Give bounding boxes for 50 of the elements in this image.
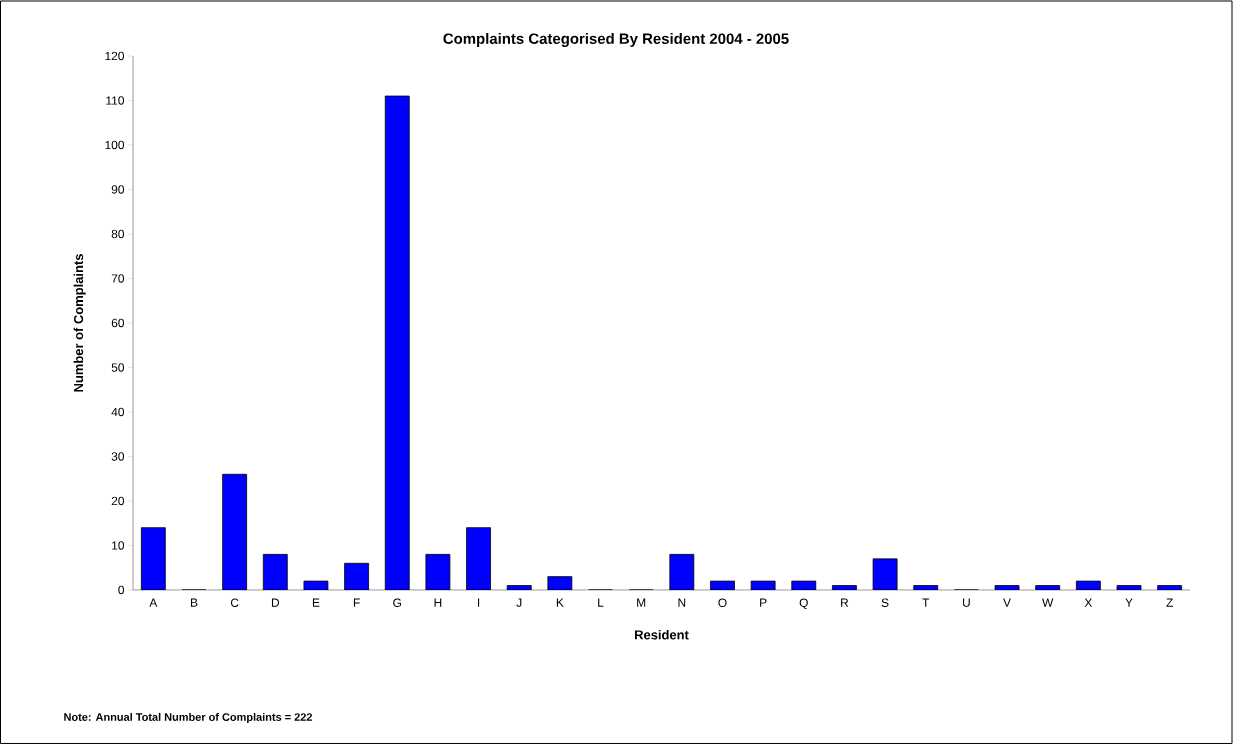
text: Note: Annual Total Number of Complaints = 222 <box>64 712 313 724</box>
x-tick-label: S <box>881 598 889 607</box>
x-tick-label: D <box>271 598 280 607</box>
y-axis-title: Number of Complaints <box>73 254 86 392</box>
y-tick-label: 90 <box>111 185 125 194</box>
y-tick-label: 20 <box>111 496 125 506</box>
y-tick-label: 40 <box>111 407 125 417</box>
x-tick-label: L <box>598 598 604 607</box>
x-tick-label: G <box>393 598 402 607</box>
x-tick-label: Y <box>1125 598 1133 607</box>
x-tick-label: O <box>718 598 727 607</box>
x-tick-label: P <box>760 598 767 607</box>
y-tick-label: 110 <box>106 96 125 105</box>
x-tick-label: F <box>353 598 360 607</box>
x-tick-label: T <box>922 598 930 607</box>
chart-title: Complaints Categorised By Resident 2004 - 2005 <box>443 32 789 47</box>
x-tick-label: H <box>434 598 442 607</box>
x-tick-label: U <box>963 598 970 607</box>
x-tick-label: Z <box>1166 598 1173 607</box>
x-tick-label: A <box>149 598 158 607</box>
x-tick-label: I <box>478 598 480 607</box>
x-tick-label: K <box>556 598 564 607</box>
x-tick-label: X <box>1084 598 1093 607</box>
bar <box>344 562 369 590</box>
y-tick-label: 30 <box>111 452 125 461</box>
y-tick-label: 120 <box>105 51 125 61</box>
x-tick-label: B <box>190 598 198 607</box>
y-tick-label: 60 <box>111 318 125 328</box>
x-tick-label: R <box>841 598 849 607</box>
x-tick-label: E <box>312 598 320 607</box>
bar <box>669 553 695 590</box>
y-tick-label: 0 <box>118 585 125 595</box>
x-tick-label: N <box>678 598 686 607</box>
x-tick-label: M <box>637 598 646 607</box>
bar <box>262 553 288 590</box>
bar <box>384 95 410 590</box>
y-tick-label: 100 <box>105 140 125 150</box>
x-tick-label: Q <box>799 598 808 610</box>
y-tick-label: 10 <box>112 541 125 550</box>
x-tick-label: W <box>1042 598 1054 607</box>
x-tick-label: V <box>1003 598 1011 607</box>
bar <box>222 473 248 590</box>
bar <box>466 527 491 590</box>
x-tick-label: J <box>516 598 522 607</box>
y-tick-label: 50 <box>111 363 125 372</box>
bar <box>140 527 166 590</box>
x-axis-title: Resident <box>635 629 689 640</box>
y-tick-label: 80 <box>111 229 125 239</box>
x-tick-label: C <box>230 598 239 607</box>
y-tick-label: 70 <box>111 274 125 283</box>
